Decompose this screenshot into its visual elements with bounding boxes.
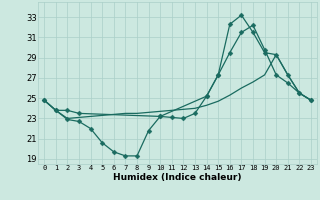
X-axis label: Humidex (Indice chaleur): Humidex (Indice chaleur) xyxy=(113,173,242,182)
